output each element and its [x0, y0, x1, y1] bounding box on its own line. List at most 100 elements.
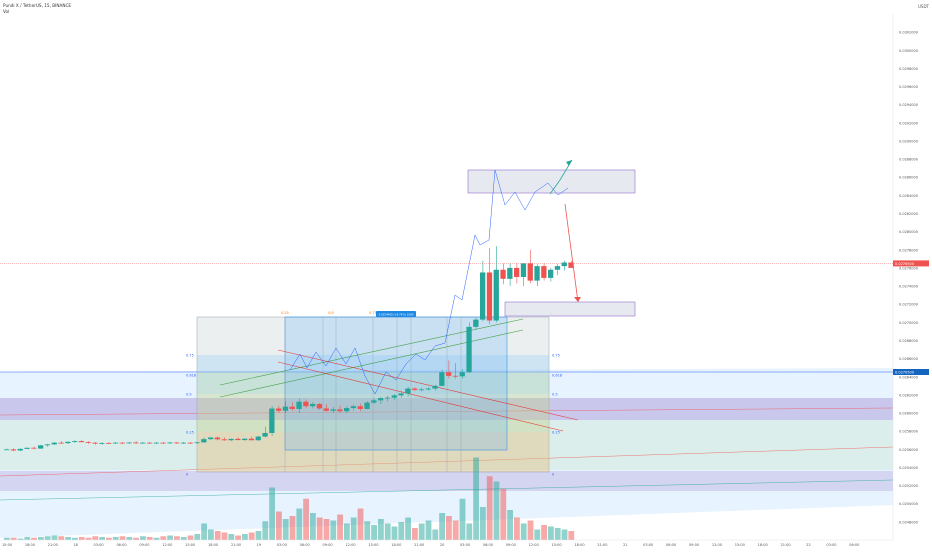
volume-bar: [126, 537, 133, 540]
candle-body: [248, 438, 255, 441]
price-tick-label: 0.0284000: [899, 194, 918, 198]
volume-bar: [146, 537, 153, 540]
currency-label[interactable]: USDT: [918, 4, 929, 9]
down-arrow-head: [574, 297, 581, 302]
volume-bar: [214, 531, 221, 540]
fib-label-right: 0.25: [552, 431, 560, 435]
candle-body: [330, 409, 336, 411]
volume-bar: [85, 537, 92, 540]
volume-bar: [92, 536, 99, 540]
volume-bar: [276, 511, 282, 540]
time-tick-label: 18:00: [758, 543, 768, 547]
measure-badge: [376, 311, 416, 317]
price-tick-label: 0.0300000: [899, 49, 918, 53]
time-tick-label: 12:00: [712, 543, 722, 547]
volume-bar: [344, 523, 350, 540]
zone-band-lilac[interactable]: [0, 471, 893, 491]
volume-bar: [17, 538, 24, 540]
price-tick-label: 0.0292000: [899, 121, 918, 125]
candle-body: [514, 267, 520, 277]
price-tick-label: 0.0258000: [899, 430, 918, 434]
projected-path[interactable]: [289, 169, 569, 395]
candle-body: [180, 442, 187, 444]
candle-body: [466, 326, 472, 373]
up-arrow-head: [566, 160, 572, 166]
time-tick-label: 12:00: [529, 543, 539, 547]
volume-bar: [357, 508, 364, 540]
candle-body: [418, 389, 425, 391]
candle-body: [364, 402, 370, 409]
volume-bar: [228, 534, 235, 540]
candle-body: [17, 448, 23, 451]
time-tick-label: 06:00: [300, 543, 310, 547]
candle-body: [255, 436, 261, 441]
volume-bar: [248, 532, 255, 540]
candle-body: [269, 408, 275, 433]
volume-bar: [112, 537, 119, 540]
time-tick-label: 18: [73, 543, 77, 547]
price-tick-label: 0.0260000: [899, 412, 918, 416]
volume-bar: [534, 529, 541, 540]
zone-band-green[interactable]: [0, 420, 893, 470]
trend-line-red-2[interactable]: [0, 446, 894, 477]
candle-body: [51, 442, 57, 445]
time-tick-label: 21:00: [414, 543, 424, 547]
candle-body: [174, 442, 180, 444]
volume-bar: [180, 537, 187, 540]
time-tick-label: 06:00: [116, 543, 126, 547]
price-tick-label: 0.0252000: [899, 484, 918, 488]
volume-bar: [418, 523, 425, 540]
candle-body: [112, 442, 119, 444]
volume-bar: [405, 517, 411, 540]
candle-body: [106, 442, 112, 444]
volume-bar: [364, 521, 371, 540]
volume-bar: [119, 536, 126, 540]
fib-label: 0.5: [186, 393, 192, 397]
time-tick-label: 19: [257, 543, 261, 547]
ascending-channel-bottom[interactable]: [219, 329, 524, 398]
candle-body: [378, 398, 384, 401]
support-box[interactable]: [504, 301, 636, 317]
current-price-label: 0.0276500: [895, 262, 914, 266]
volume-bar: [201, 523, 207, 540]
price-tick-label: 0.0282000: [899, 212, 918, 216]
candle-body: [44, 444, 51, 446]
volume-bar: [160, 536, 167, 540]
trend-line-red[interactable]: [0, 407, 894, 416]
zone-band-purple[interactable]: [0, 398, 893, 420]
volume-bar: [337, 514, 343, 540]
time-tick-label: 21:00: [781, 543, 791, 547]
fib-label-right: 0: [552, 473, 554, 477]
time-tick-label: 09:00: [139, 543, 149, 547]
trend-line-green[interactable]: [0, 479, 894, 501]
descending-channel-bottom[interactable]: [277, 361, 564, 432]
price-tick-label: 0.0302000: [899, 31, 918, 35]
time-tick-label: 15:00: [185, 543, 195, 547]
volume-bar: [208, 529, 214, 540]
volume-bar: [500, 489, 507, 540]
up-arrow[interactable]: [549, 159, 573, 195]
volume-bar: [541, 525, 547, 540]
candle-body: [310, 403, 316, 407]
channel-band-blue[interactable]: [0, 368, 893, 538]
measure-badge-text: 0.0254400 (+8.75%) 1000: [379, 313, 414, 317]
resistance-box[interactable]: [467, 169, 636, 194]
candle-body: [167, 442, 173, 444]
price-tick-label: 0.0248000: [899, 520, 918, 524]
candle-body: [187, 442, 193, 444]
time-tick-label: 15:00: [552, 543, 562, 547]
measure-box[interactable]: [284, 316, 508, 451]
descending-channel-top[interactable]: [277, 349, 579, 421]
volume-bar: [459, 498, 466, 540]
price-tick-label: 0.0286000: [899, 176, 918, 180]
candle-body: [548, 269, 554, 278]
candle-body: [10, 449, 17, 451]
candle-body: [72, 441, 78, 442]
volume-indicator-label[interactable]: Vol: [3, 9, 10, 14]
down-arrow[interactable]: [564, 203, 579, 303]
ascending-channel-top[interactable]: [219, 318, 524, 386]
candle-body: [4, 449, 10, 451]
price-tick-label: 0.0296000: [899, 85, 918, 89]
